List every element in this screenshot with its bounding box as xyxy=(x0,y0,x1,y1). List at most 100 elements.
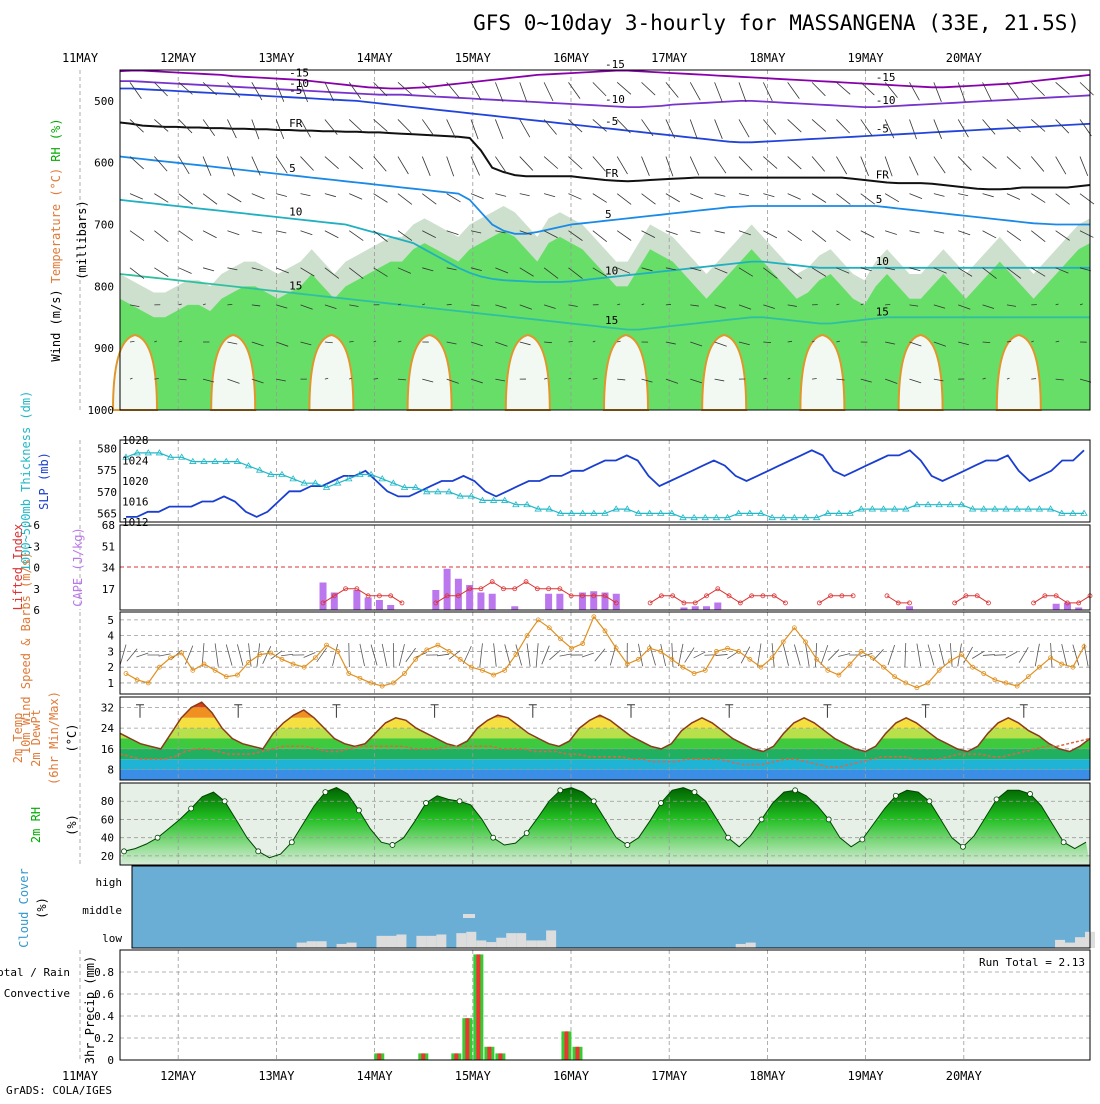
wind-barb xyxy=(983,231,997,238)
wind-barb xyxy=(447,194,461,202)
date-label-bottom: 11MAY xyxy=(62,1069,99,1083)
rh-marker xyxy=(692,790,697,795)
cape-bar xyxy=(703,606,710,610)
lifted-tick: 6 xyxy=(33,604,40,617)
pressure-tick: 1000 xyxy=(88,404,115,417)
lifted-tick: 3 xyxy=(33,583,40,596)
isotherm-label: 5 xyxy=(605,208,612,221)
wind-barb xyxy=(154,231,168,242)
wind-barb xyxy=(934,82,942,101)
cloud-ylabel: Cloud Cover xyxy=(17,868,31,947)
rh-marker xyxy=(289,840,294,845)
wind-barb xyxy=(812,82,825,95)
wind-barb xyxy=(885,194,899,202)
surface-wind-barb xyxy=(939,644,944,666)
wind-barb xyxy=(763,82,772,101)
pressure-tick: 600 xyxy=(94,157,114,170)
surface-wind-barb xyxy=(516,644,522,665)
wind-barb xyxy=(398,157,408,174)
wind-barb xyxy=(179,194,193,205)
wind-barb xyxy=(471,119,478,139)
wind-barb xyxy=(763,157,777,169)
precip-ylabel: 3hr Precip (mm) xyxy=(83,956,97,1064)
cloud-background xyxy=(132,866,1090,948)
wind-barb xyxy=(812,157,825,172)
cloud-low-bar xyxy=(746,943,756,948)
wind-barb xyxy=(1007,231,1021,241)
cloud-low-bar xyxy=(337,944,347,948)
wind-barb xyxy=(909,194,922,199)
wind-barb xyxy=(690,82,700,100)
wind-barb xyxy=(666,231,678,235)
slp-thickness-panel: 565570575580101210161020102410281000~500… xyxy=(19,391,1090,572)
isotherm-label: 15 xyxy=(876,306,889,319)
wind-barb xyxy=(1056,82,1070,94)
chart-title: GFS 0~10day 3-hourly for MASSANGENA (33E… xyxy=(473,11,1080,35)
surface-wind-barb xyxy=(332,644,337,666)
wind-barb xyxy=(1031,82,1044,95)
rh-marker xyxy=(222,799,227,804)
rh-marker xyxy=(356,808,361,813)
surface-wind-barb xyxy=(494,643,497,666)
temp-band xyxy=(120,759,1090,769)
wind-barb xyxy=(1031,194,1045,203)
precip-convective-bar xyxy=(454,1053,458,1060)
surface-wind-barb xyxy=(994,655,1006,656)
wind-barb xyxy=(301,157,314,171)
wind-barb xyxy=(495,82,503,101)
surface-wind-barb xyxy=(888,645,895,665)
date-label-bottom: 16MAY xyxy=(553,1069,590,1083)
cloud-low-bar xyxy=(347,943,357,948)
wind-barb xyxy=(861,231,874,238)
wind-barb xyxy=(301,194,311,196)
date-label-top: 17MAY xyxy=(651,51,688,65)
isotherm-label: 10 xyxy=(605,265,618,278)
wind-barb xyxy=(788,194,801,200)
wind-barb xyxy=(715,157,726,174)
slp-tick: 1016 xyxy=(122,496,149,509)
wind-barb xyxy=(593,82,606,96)
wind-barb xyxy=(471,157,480,176)
wind-barb xyxy=(325,157,339,169)
surface-wind-barb xyxy=(815,643,816,667)
isotherm-label: FR xyxy=(605,167,619,180)
axis-title-part: RH (%) xyxy=(49,118,63,161)
cloud-low-bar xyxy=(736,944,746,948)
wind-barb xyxy=(1031,119,1045,131)
cloud-low-bar xyxy=(536,940,546,948)
wind-barb xyxy=(690,231,700,233)
wind-barb xyxy=(666,82,678,97)
wind-barb xyxy=(203,231,216,238)
cloud-level-middle: middle xyxy=(82,904,122,917)
date-label-bottom: 20MAY xyxy=(946,1069,983,1083)
cloud-low-bar xyxy=(426,936,436,948)
wind-barb xyxy=(276,82,284,101)
wind-barb xyxy=(642,82,656,95)
date-label-bottom: 18MAY xyxy=(749,1069,786,1083)
cape-bar xyxy=(444,569,451,610)
wind-barb xyxy=(983,157,997,169)
slp-tick: 1012 xyxy=(122,516,149,529)
date-label-top: 12MAY xyxy=(160,51,197,65)
cape-bar xyxy=(545,594,552,610)
grads-credit: GrADS: COLA/IGES xyxy=(6,1084,112,1097)
thickness-line xyxy=(126,453,1084,518)
rh-marker xyxy=(759,817,764,822)
rh-marker xyxy=(893,793,898,798)
temp-ylabel-3: (6hr Min/Max) xyxy=(47,691,61,785)
wind-barb xyxy=(398,194,412,205)
surface-wind-barb xyxy=(917,644,921,667)
surface-wind-barb xyxy=(983,655,995,656)
lifted-tick: -6 xyxy=(27,519,40,532)
date-label-bottom: 14MAY xyxy=(357,1069,394,1083)
wind-barb xyxy=(690,194,703,199)
rh-tick: 80 xyxy=(101,795,114,808)
temp-ylabel-1: 2m Temp xyxy=(11,713,25,764)
wind-barb xyxy=(763,194,774,197)
temp-tick: 16 xyxy=(101,743,114,756)
rh-ylabel: 2m RH xyxy=(29,807,43,843)
wind-barb xyxy=(1080,82,1094,95)
temp-bands xyxy=(120,687,1090,780)
surface-wind-barb xyxy=(821,645,828,665)
